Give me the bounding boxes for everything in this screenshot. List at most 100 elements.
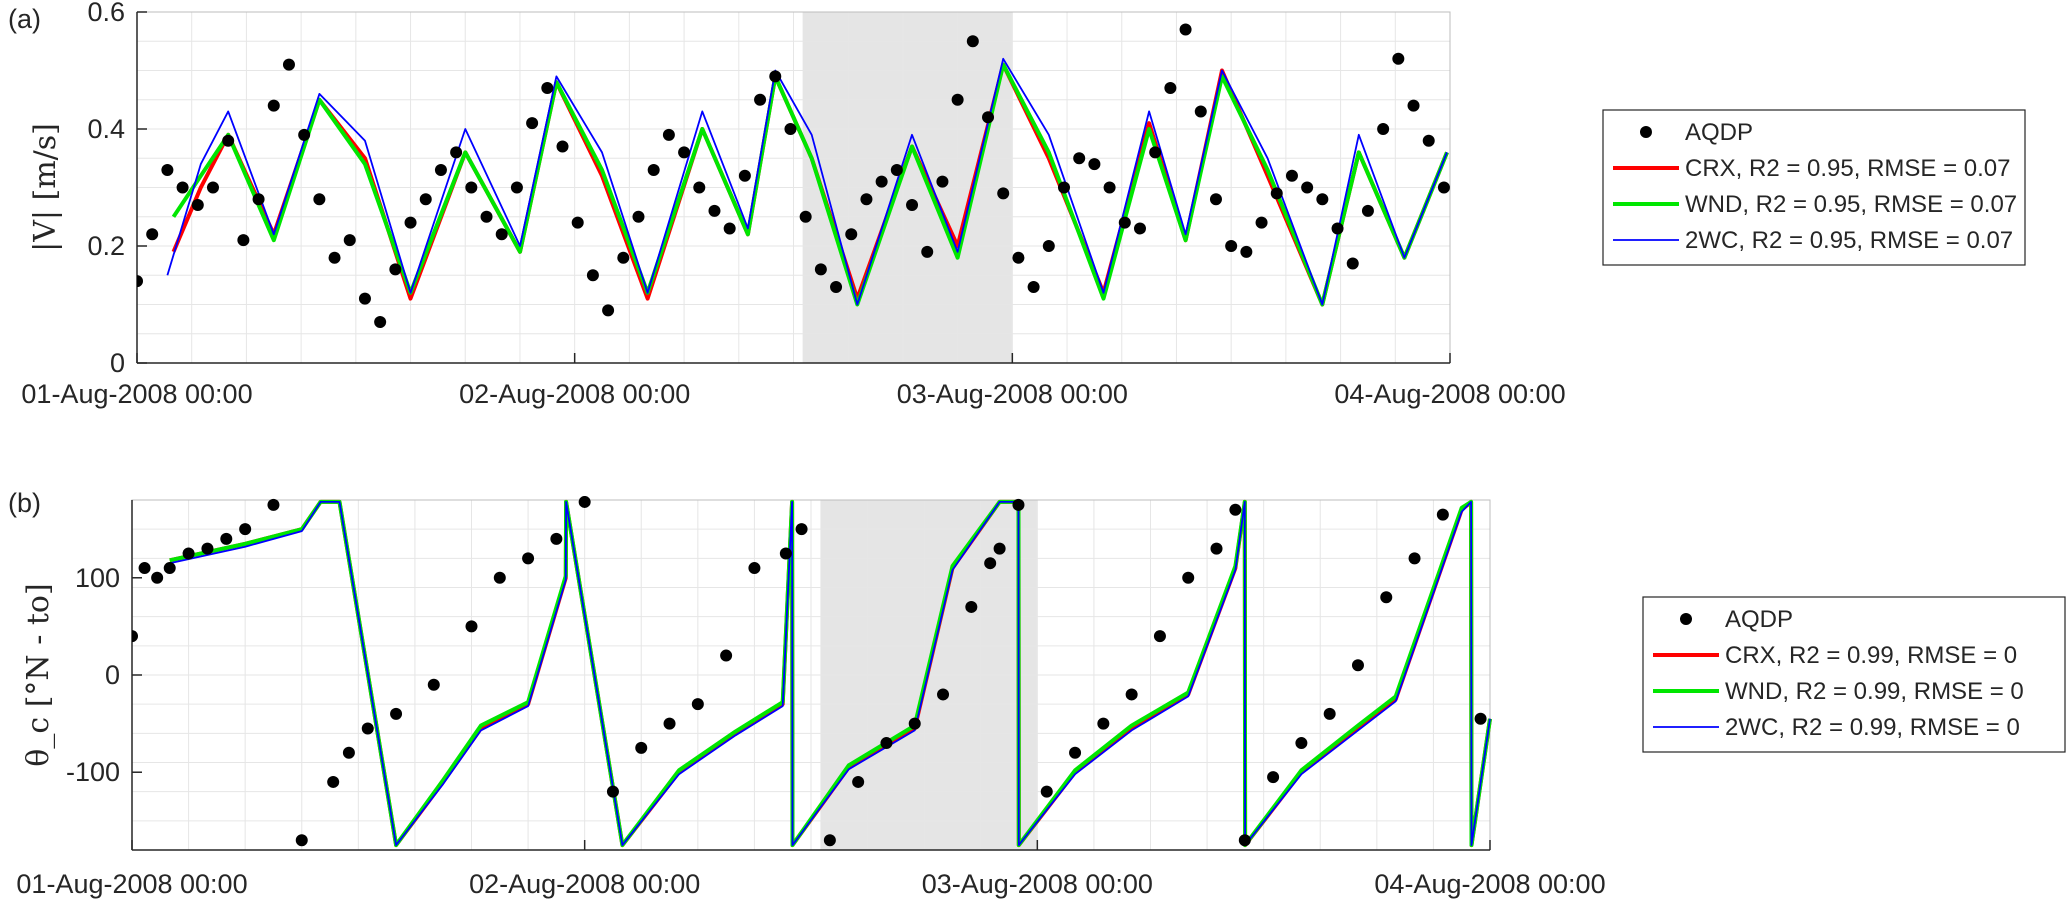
panel-b: -100 0 100 01-Aug-2008 00:00 02-Aug-2008 00:… bbox=[8, 488, 2066, 899]
data-point-aqdp bbox=[1323, 707, 1336, 720]
data-point-aqdp bbox=[191, 199, 204, 212]
data-point-aqdp bbox=[1040, 785, 1053, 798]
data-point-aqdp bbox=[647, 163, 660, 176]
legend-label: 2WC, R2 = 0.99, RMSE = 0 bbox=[1725, 714, 2020, 741]
data-point-aqdp bbox=[1285, 169, 1298, 182]
data-point-aqdp bbox=[1133, 222, 1146, 235]
data-point-aqdp bbox=[550, 532, 563, 545]
data-point-aqdp bbox=[313, 193, 326, 206]
data-point-aqdp bbox=[1058, 181, 1071, 194]
x-tick-label: 04-Aug-2008 00:00 bbox=[1374, 869, 1605, 899]
data-point-aqdp bbox=[267, 99, 280, 112]
grid bbox=[136, 11, 1451, 364]
series-line-wnd bbox=[171, 62, 1449, 307]
data-point-aqdp bbox=[814, 263, 827, 276]
data-point-aqdp bbox=[1012, 251, 1025, 264]
y-axis-label: θ_c [°N - to] bbox=[21, 583, 56, 766]
data-point-aqdp bbox=[1164, 82, 1177, 95]
data-point-aqdp bbox=[1229, 503, 1242, 516]
data-point-aqdp bbox=[1270, 187, 1283, 200]
x-tick-label: 03-Aug-2008 00:00 bbox=[897, 379, 1128, 409]
data-point-aqdp bbox=[465, 620, 478, 633]
data-point-aqdp bbox=[830, 280, 843, 293]
legend-label: AQDP bbox=[1685, 119, 1753, 146]
data-point-aqdp bbox=[1118, 216, 1131, 229]
data-point-aqdp bbox=[206, 181, 219, 194]
data-point-aqdp bbox=[708, 204, 721, 217]
data-point-aqdp bbox=[282, 58, 295, 71]
grid bbox=[131, 499, 1491, 851]
data-point-aqdp bbox=[723, 222, 736, 235]
data-point-aqdp bbox=[1301, 181, 1314, 194]
data-point-aqdp bbox=[571, 216, 584, 229]
y-axis-label: |V| [m/s] bbox=[28, 123, 63, 252]
legend-marker-aqdp bbox=[1680, 613, 1692, 625]
data-point-aqdp bbox=[738, 169, 751, 182]
data-point-aqdp bbox=[390, 707, 403, 720]
data-point-aqdp bbox=[237, 234, 250, 247]
data-point-aqdp bbox=[220, 532, 233, 545]
data-point-aqdp bbox=[693, 181, 706, 194]
data-point-aqdp bbox=[1042, 240, 1055, 252]
data-point-aqdp bbox=[799, 210, 812, 223]
data-point-aqdp bbox=[1436, 508, 1449, 521]
data-point-aqdp bbox=[875, 175, 888, 188]
data-point-aqdp bbox=[1125, 688, 1138, 701]
data-point-aqdp bbox=[239, 523, 252, 536]
data-point-aqdp bbox=[526, 117, 539, 130]
data-point-aqdp bbox=[890, 163, 903, 176]
data-point-aqdp bbox=[586, 269, 599, 282]
data-point-aqdp bbox=[1194, 105, 1207, 118]
data-point-aqdp bbox=[845, 228, 858, 241]
data-point-aqdp bbox=[779, 547, 792, 560]
data-point-aqdp bbox=[663, 717, 676, 730]
series-group bbox=[132, 496, 1492, 848]
data-point-aqdp bbox=[176, 181, 189, 194]
panel-a: 0 0.2 0.4 0.6 01-Aug-2008 00:00 02-Aug-2008 0… bbox=[8, 0, 2026, 409]
data-point-aqdp bbox=[541, 82, 554, 95]
legend: AQDP CRX, R2 = 0.95, RMSE = 0.07 WND, R2 =… bbox=[1602, 109, 2026, 266]
data-point-aqdp bbox=[720, 649, 733, 662]
data-point-aqdp bbox=[860, 193, 873, 206]
data-point-aqdp bbox=[151, 571, 164, 584]
y-tick-label: 0.2 bbox=[87, 231, 125, 261]
data-point-aqdp bbox=[163, 562, 176, 575]
legend: AQDP CRX, R2 = 0.99, RMSE = 0 WND, R2 = 0.… bbox=[1642, 596, 2066, 753]
data-point-aqdp bbox=[1392, 52, 1405, 65]
data-point-aqdp bbox=[617, 251, 630, 264]
data-point-aqdp bbox=[146, 228, 159, 241]
data-point-aqdp bbox=[1267, 771, 1280, 784]
data-point-aqdp bbox=[1149, 146, 1162, 159]
data-point-aqdp bbox=[678, 146, 691, 159]
data-point-aqdp bbox=[906, 199, 919, 212]
data-point-aqdp bbox=[298, 128, 311, 141]
data-point-aqdp bbox=[823, 834, 836, 847]
data-point-aqdp bbox=[132, 630, 138, 643]
panel-tag: (b) bbox=[8, 488, 41, 518]
data-point-aqdp bbox=[295, 834, 308, 847]
data-point-aqdp bbox=[691, 698, 704, 711]
data-point-aqdp bbox=[965, 600, 978, 613]
data-point-aqdp bbox=[769, 70, 782, 83]
data-point-aqdp bbox=[1069, 746, 1082, 759]
data-point-aqdp bbox=[361, 722, 374, 735]
data-point-aqdp bbox=[748, 562, 761, 575]
data-point-aqdp bbox=[1361, 204, 1374, 217]
data-point-aqdp bbox=[374, 316, 387, 329]
x-tick-label: 03-Aug-2008 00:00 bbox=[922, 869, 1153, 899]
data-point-aqdp bbox=[1012, 498, 1025, 511]
data-point-aqdp bbox=[427, 678, 440, 691]
data-point-aqdp bbox=[358, 292, 371, 305]
y-tick-label: 0.6 bbox=[87, 0, 125, 27]
x-tick-label: 01-Aug-2008 00:00 bbox=[21, 379, 252, 409]
data-point-aqdp bbox=[252, 193, 265, 206]
data-point-aqdp bbox=[556, 140, 569, 153]
legend-label: 2WC, R2 = 0.95, RMSE = 0.07 bbox=[1685, 227, 2013, 254]
data-point-aqdp bbox=[522, 552, 535, 565]
data-point-aqdp bbox=[921, 245, 934, 258]
data-point-aqdp bbox=[1097, 717, 1110, 730]
legend-label: WND, R2 = 0.95, RMSE = 0.07 bbox=[1685, 191, 2017, 218]
data-point-aqdp bbox=[852, 775, 865, 788]
x-tick-label: 02-Aug-2008 00:00 bbox=[459, 379, 690, 409]
data-point-aqdp bbox=[1225, 240, 1238, 252]
